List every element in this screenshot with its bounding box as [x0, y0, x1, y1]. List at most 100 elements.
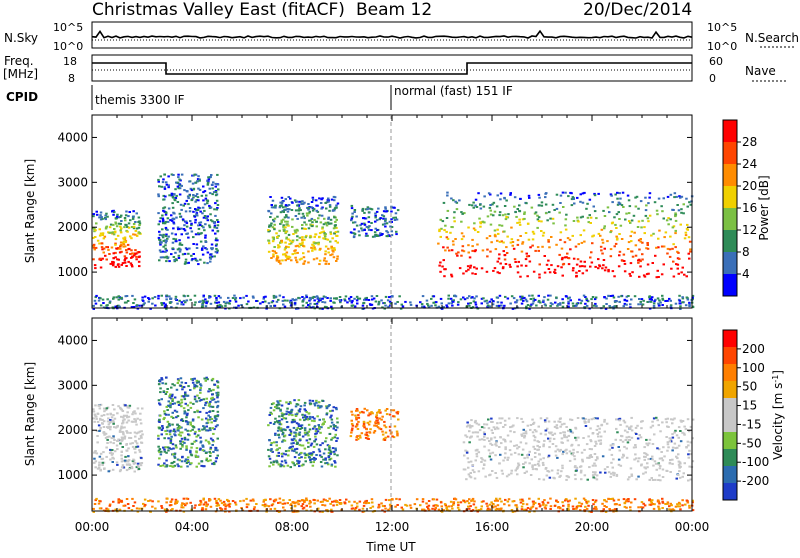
scatter-cell	[298, 201, 301, 203]
scatter-cell	[284, 460, 287, 462]
scatter-cell	[183, 407, 186, 409]
scatter-cell	[339, 296, 342, 298]
scatter-cell	[172, 443, 175, 445]
scatter-cell	[554, 302, 557, 304]
nave-tick-low: 0	[709, 72, 716, 85]
scatter-cell	[290, 242, 293, 244]
scatter-cell	[181, 446, 184, 448]
scatter-cell	[494, 472, 497, 474]
scatter-cell	[610, 248, 613, 250]
scatter-cell	[175, 296, 178, 298]
scatter-cell	[358, 234, 361, 236]
scatter-cell	[179, 459, 182, 461]
scatter-cell	[657, 506, 660, 508]
scatter-cell	[267, 449, 270, 451]
scatter-cell	[633, 232, 636, 234]
scatter-cell	[126, 295, 129, 297]
scatter-cell	[587, 435, 590, 437]
scatter-cell	[471, 250, 474, 252]
scatter-cell	[103, 414, 106, 416]
scatter-cell	[387, 231, 390, 233]
scatter-cell	[522, 503, 525, 505]
scatter-cell	[500, 305, 503, 307]
scatter-cell	[163, 390, 166, 392]
scatter-cell	[194, 216, 197, 218]
scatter-cell	[320, 456, 323, 458]
scatter-cell	[532, 446, 535, 448]
scatter-cell	[433, 295, 436, 297]
scatter-cell	[194, 431, 197, 433]
scatter-cell	[138, 256, 141, 258]
scatter-cell	[109, 302, 112, 304]
scatter-cell	[187, 460, 190, 462]
scatter-cell	[478, 439, 481, 441]
scatter-cell	[467, 425, 470, 427]
scatter-cell	[311, 225, 314, 227]
scatter-cell	[328, 459, 331, 461]
scatter-cell	[186, 413, 189, 415]
scatter-cell	[667, 223, 670, 225]
scatter-cell	[246, 303, 249, 305]
scatter-cell	[598, 431, 601, 433]
scatter-cell	[214, 447, 217, 449]
scatter-cell	[127, 447, 130, 449]
scatter-cell	[385, 296, 388, 298]
scatter-cell	[317, 243, 320, 245]
scatter-cell	[166, 409, 169, 411]
scatter-cell	[179, 194, 182, 196]
scatter-cell	[443, 202, 446, 204]
scatter-cell	[358, 417, 361, 419]
scatter-cell	[131, 264, 134, 266]
scatter-cell	[163, 174, 166, 176]
scatter-cell	[322, 459, 325, 461]
scatter-cell	[612, 498, 615, 500]
scatter-cell	[444, 225, 447, 227]
scatter-cell	[291, 409, 294, 411]
scatter-cell	[329, 206, 332, 208]
scatter-cell	[314, 242, 317, 244]
scatter-cell	[490, 459, 493, 461]
scatter-cell	[335, 260, 338, 262]
scatter-cell	[440, 298, 443, 300]
scatter-cell	[641, 253, 644, 255]
scatter-cell	[432, 302, 435, 304]
scatter-cell	[296, 235, 299, 237]
scatter-cell	[473, 266, 476, 268]
scatter-cell	[612, 270, 615, 272]
scatter-cell	[471, 245, 474, 247]
scatter-cell	[538, 274, 541, 276]
scatter-cell	[469, 302, 472, 304]
scatter-cell	[94, 236, 97, 238]
scatter-cell	[188, 262, 191, 264]
scatter-cell	[497, 301, 500, 303]
scatter-cell	[298, 461, 301, 463]
scatter-cell	[99, 228, 102, 230]
scatter-cell	[188, 181, 191, 183]
scatter-cell	[314, 433, 317, 435]
scatter-cell	[318, 448, 321, 450]
scatter-cell	[106, 442, 109, 444]
scatter-cell	[172, 207, 175, 209]
scatter-cell	[567, 500, 570, 502]
scatter-cell	[628, 212, 631, 214]
scatter-cell	[190, 447, 193, 449]
scatter-cell	[474, 478, 477, 480]
scatter-cell	[673, 276, 676, 278]
scatter-cell	[190, 223, 193, 225]
scatter-cell	[610, 462, 613, 464]
scatter-cell	[128, 459, 130, 461]
scatter-cell	[168, 295, 171, 297]
scatter-cell	[656, 469, 659, 471]
scatter-cell	[572, 452, 575, 454]
scatter-cell	[676, 434, 679, 436]
scatter-cell	[207, 219, 210, 221]
scatter-cell	[562, 275, 565, 277]
scatter-cell	[658, 305, 661, 307]
scatter-cell	[211, 247, 214, 249]
scatter-cell	[549, 440, 552, 442]
scatter-cell	[598, 440, 601, 442]
scatter-cell	[321, 400, 324, 402]
scatter-cell	[619, 450, 622, 452]
scatter-cell	[330, 297, 333, 299]
scatter-cell	[587, 501, 590, 503]
